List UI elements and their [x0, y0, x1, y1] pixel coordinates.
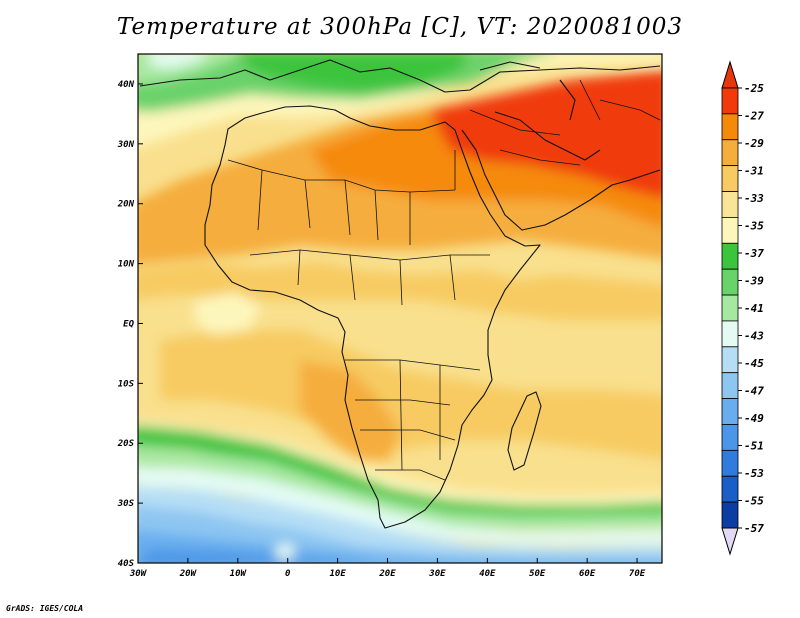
field-band-south-midblue: [138, 530, 662, 563]
lat-tick-label: 40S: [118, 559, 135, 569]
colorbar-label: -29: [744, 137, 764, 150]
colorbar-swatch: [721, 268, 739, 296]
field-orange-central: [138, 262, 662, 320]
colorbar-swatch: [721, 113, 739, 141]
colorbar-label: -27: [744, 110, 764, 123]
field-orange-africa-south: [300, 360, 400, 460]
colorbar-label: -33: [744, 192, 764, 205]
lon-tick-label: 30W: [129, 569, 148, 579]
colorbar-label: -51: [744, 440, 764, 453]
lon-tick-label: 70E: [629, 569, 646, 579]
colorbar-label: -55: [744, 495, 764, 508]
colorbar-label: -37: [744, 247, 764, 260]
lon-tick-label: 10E: [329, 569, 346, 579]
lon-tick-label: 10W: [230, 569, 248, 579]
lat-tick-label: 30S: [117, 499, 135, 509]
field-band-north-darkgreen: [242, 54, 468, 92]
coastline-europe: [139, 59, 661, 93]
coastline-arabia: [564, 169, 661, 216]
colorbar-over-triangle: [721, 60, 739, 89]
field-warm-africa-south: [160, 330, 662, 459]
colorbar-under-triangle: [721, 527, 739, 556]
lat-tick-label: 40N: [118, 80, 135, 90]
field-cold-pocket: [275, 544, 295, 560]
grads-credit: GrADS: IGES/COLA: [6, 604, 84, 613]
coastline-africa: [204, 105, 541, 529]
border-layer: [227, 79, 661, 481]
colorbar-label: -39: [744, 275, 764, 288]
border-lines-central: [249, 249, 490, 306]
border-lines-north: [227, 150, 456, 245]
temperature-field: [138, 54, 662, 563]
lon-tick-label: 0: [285, 569, 291, 579]
colorbar-label: -25: [744, 82, 764, 95]
colorbar-swatch: [721, 242, 739, 270]
field-band-south-green: [138, 425, 662, 518]
axis-labels: 30W 20W 10W 0 10E 20E 30E 40E 50E 60E 70E 40N 30N 20N…: [117, 80, 646, 579]
border-lines-middle-east: [469, 79, 661, 166]
lon-tick-label: 50E: [529, 569, 546, 579]
colorbar-label: -35: [744, 220, 764, 233]
colorbar-swatch: [721, 217, 739, 244]
lon-tick-label: 20E: [378, 569, 396, 579]
colorbar-label: -57: [744, 522, 764, 535]
colorbar: -25 -27 -29 -31 -33 -35 -37 -39 -41 -43 -45 -47 -49 -…: [721, 60, 764, 556]
lon-tick-label: 30E: [428, 569, 446, 579]
colorbar-label: -41: [744, 302, 764, 315]
coastline-layer: [139, 59, 661, 529]
field-pale-equator: [195, 292, 260, 335]
lat-tick-label: 30N: [117, 140, 135, 150]
coastline-gulf: [494, 111, 601, 161]
colorbar-swatch: [721, 139, 739, 167]
colorbar-swatch: [721, 165, 739, 192]
colorbar-swatch: [721, 372, 739, 399]
field-band-north-cyan: [150, 54, 206, 68]
colorbar-label: -43: [744, 330, 764, 343]
colorbar-label: -31: [744, 165, 764, 178]
coastline-madagascar: [507, 391, 542, 471]
lon-tick-label: 60E: [579, 569, 596, 579]
lon-tick-label: 40E: [479, 569, 496, 579]
colorbar-label: -47: [744, 385, 764, 398]
lat-tick-label: 20S: [117, 439, 135, 449]
colorbar-swatch: [721, 320, 739, 348]
field-red-arabia: [430, 70, 662, 198]
colorbar-swatch: [721, 398, 739, 425]
colorbar-label: -49: [744, 412, 764, 425]
field-band-south-darkblue: [138, 550, 380, 563]
colorbar-swatch: [721, 346, 739, 374]
colorbar-swatch: [721, 449, 739, 477]
lat-tick-label: EQ: [123, 319, 134, 329]
axis-ticks: [137, 83, 638, 564]
coastline-black-caspian: [479, 61, 576, 121]
field-band-south-cyan: [138, 466, 662, 545]
lat-tick-label: 20N: [117, 200, 135, 210]
coastline-red-sea-east: [461, 129, 566, 231]
field-band-south-lightgreen: [138, 445, 662, 530]
colorbar-swatch: [721, 475, 739, 503]
lat-tick-label: 10S: [118, 379, 135, 389]
lat-tick-label: 10N: [118, 260, 135, 270]
colorbar-label: -53: [744, 467, 764, 480]
colorbar-swatch: [721, 191, 739, 218]
colorbar-swatch: [721, 501, 739, 529]
map-title: Temperature at 300hPa [C], VT: 202008100…: [116, 14, 684, 40]
map-frame: [137, 53, 663, 564]
colorbar-label: -45: [744, 357, 764, 370]
colorbar-swatch: [721, 87, 739, 115]
lon-tick-label: 20W: [179, 569, 198, 579]
colorbar-swatch: [721, 424, 739, 451]
colorbar-swatch: [721, 294, 739, 322]
temperature-map-figure: 30W 20W 10W 0 10E 20E 30E 40E 50E 60E 70E 40N 30N 20N…: [117, 53, 764, 579]
border-lines-south: [345, 359, 481, 481]
